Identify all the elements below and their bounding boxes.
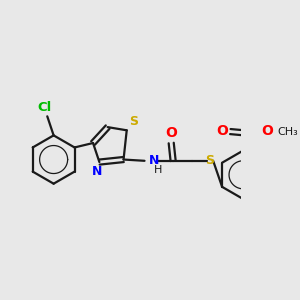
Text: O: O (261, 124, 273, 138)
Text: CH₃: CH₃ (278, 127, 298, 136)
Text: O: O (216, 124, 228, 138)
Text: O: O (165, 127, 177, 140)
Text: N: N (92, 165, 102, 178)
Text: Cl: Cl (37, 101, 51, 114)
Text: S: S (206, 154, 214, 167)
Text: S: S (129, 115, 138, 128)
Text: N: N (149, 154, 159, 167)
Text: H: H (154, 165, 162, 175)
